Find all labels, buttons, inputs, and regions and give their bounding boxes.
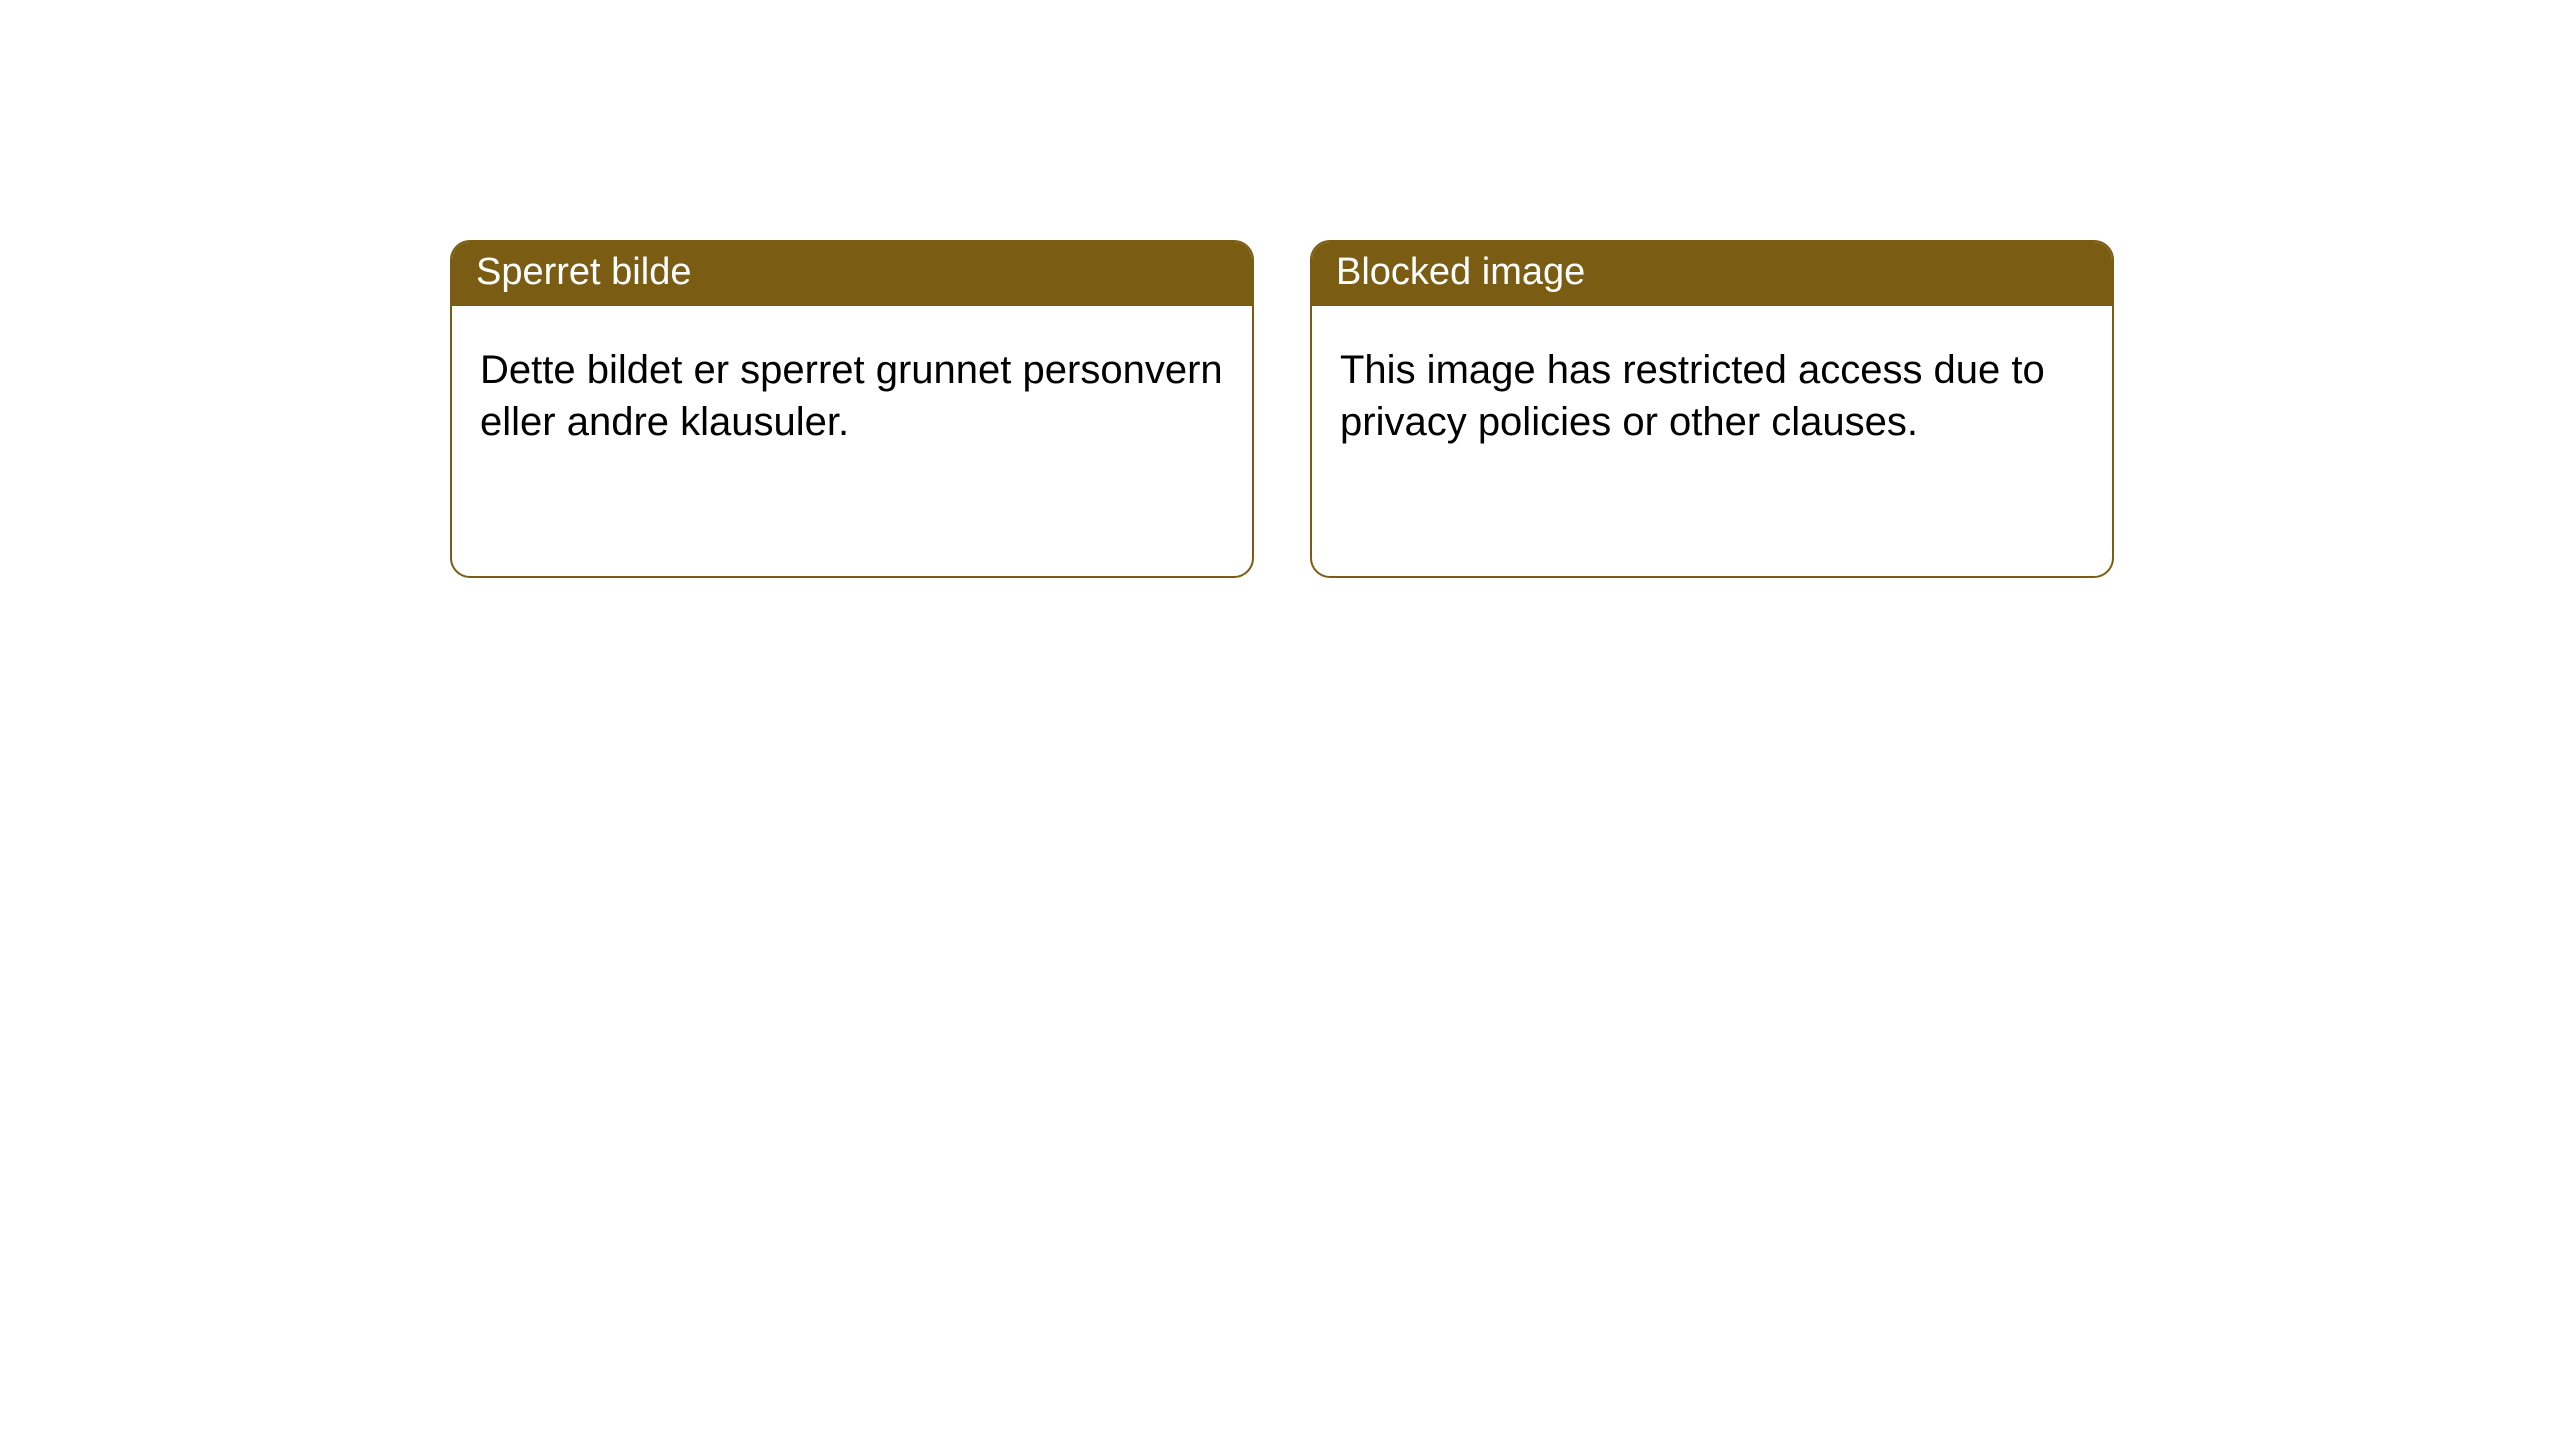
notice-body-norwegian: Dette bildet er sperret grunnet personve… [452, 306, 1252, 576]
notice-card-norwegian: Sperret bilde Dette bildet er sperret gr… [450, 240, 1254, 578]
notice-card-english: Blocked image This image has restricted … [1310, 240, 2114, 578]
notice-body-english: This image has restricted access due to … [1312, 306, 2112, 576]
notice-title-norwegian: Sperret bilde [452, 242, 1252, 306]
notice-container: Sperret bilde Dette bildet er sperret gr… [0, 0, 2560, 578]
notice-title-english: Blocked image [1312, 242, 2112, 306]
